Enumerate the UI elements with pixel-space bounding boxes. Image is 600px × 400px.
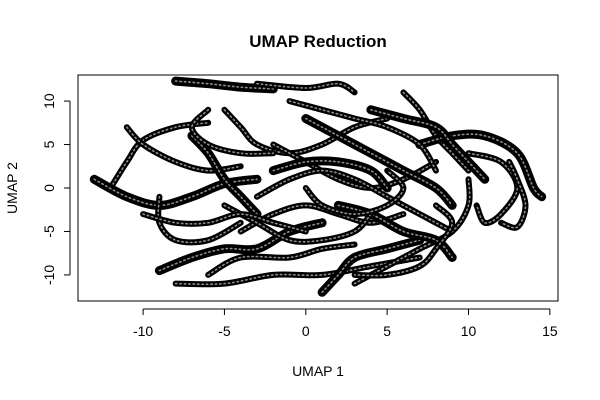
point-trajectory-texture <box>500 161 527 229</box>
y-tick-label: 10 <box>41 93 57 109</box>
y-tick-label: -5 <box>41 225 57 238</box>
point-trajectory <box>205 241 358 278</box>
x-tick-label: 15 <box>542 323 558 339</box>
x-axis: -10 -5 0 5 10 15 <box>133 308 558 339</box>
point-trajectory-texture <box>272 143 437 189</box>
plot-frame <box>77 74 559 302</box>
point-trajectory-texture <box>256 169 453 233</box>
point-trajectory-texture <box>467 152 519 224</box>
point-trajectory-texture <box>174 256 421 286</box>
point-trajectory-texture <box>191 135 258 215</box>
point-trajectory-texture <box>142 213 307 233</box>
point-trajectory-texture <box>337 204 453 259</box>
y-tick-label: 0 <box>41 184 57 192</box>
point-trajectory-texture <box>370 109 486 181</box>
y-axis: -10 -5 0 5 10 <box>41 93 71 285</box>
x-tick-label: -10 <box>133 323 153 339</box>
point-trajectory-texture <box>109 122 209 189</box>
x-tick-label: 5 <box>383 323 391 339</box>
point-trajectories <box>89 76 547 297</box>
x-tick-label: -5 <box>218 323 231 339</box>
point-trajectory-texture <box>353 204 453 277</box>
point-trajectory-texture <box>272 160 388 189</box>
chart-title: UMAP Reduction <box>249 32 387 51</box>
point-trajectory-texture <box>305 169 405 215</box>
point-trajectory-texture <box>174 80 275 90</box>
y-tick-label: -10 <box>41 265 57 285</box>
x-axis-label: UMAP 1 <box>292 363 344 379</box>
y-tick-label: 5 <box>41 140 57 148</box>
point-trajectory-texture <box>321 239 421 294</box>
point-trajectory-texture <box>191 109 275 155</box>
x-tick-label: 10 <box>461 323 477 339</box>
point-trajectory-texture <box>223 204 372 243</box>
point-trajectory-texture <box>305 117 453 207</box>
point-trajectory-texture <box>157 195 242 244</box>
point-trajectory-texture <box>288 100 437 172</box>
point-trajectory <box>140 211 309 235</box>
point-trajectory-texture <box>256 82 356 94</box>
y-axis-label: UMAP 2 <box>4 162 20 214</box>
point-trajectory-texture <box>223 109 388 154</box>
x-tick-label: 0 <box>302 323 310 339</box>
